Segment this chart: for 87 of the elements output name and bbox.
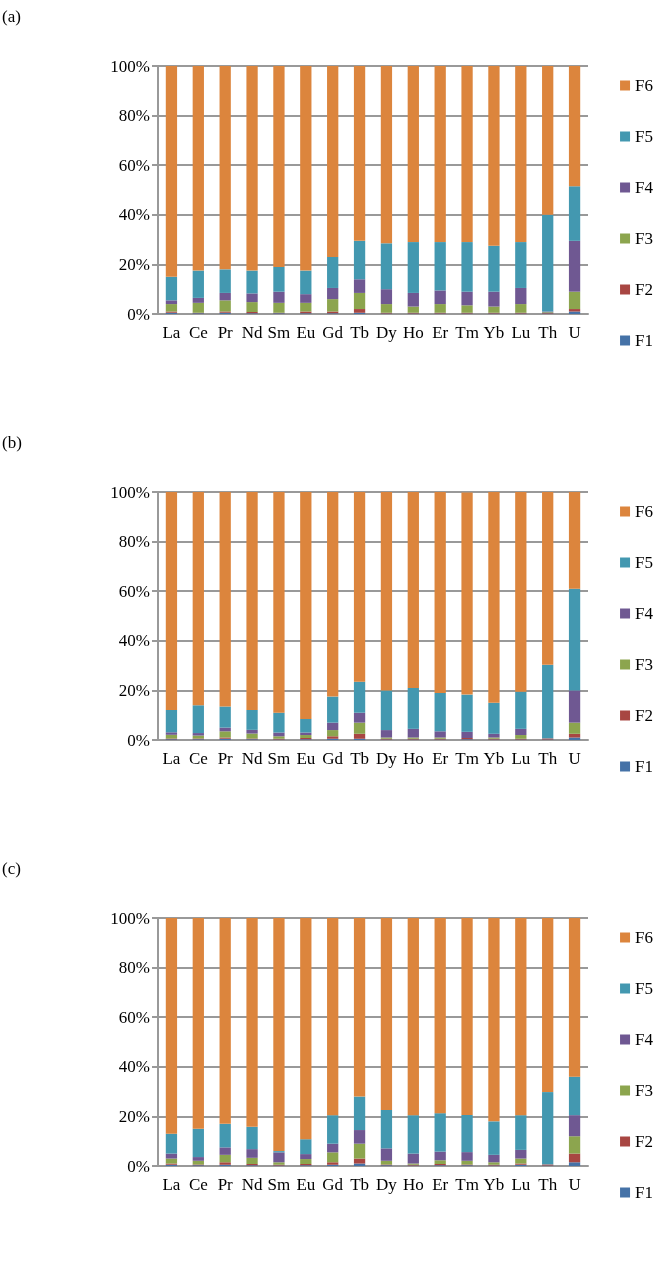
legend-label: F5 — [635, 553, 654, 572]
x-tick-label: Eu — [296, 749, 316, 768]
x-tick-label: Tb — [350, 323, 370, 342]
y-tick-label: 0% — [127, 1156, 150, 1176]
x-tick-label: Tb — [350, 1175, 370, 1194]
x-tick-label: Sm — [267, 323, 291, 342]
x-tick-label: Ho — [402, 323, 424, 342]
x-tick-label: Lu — [511, 749, 531, 768]
x-tick-label: Sm — [267, 749, 291, 768]
legend-label: F6 — [635, 502, 654, 521]
y-tick-label: 100% — [110, 482, 150, 502]
legend-label: F1 — [635, 331, 654, 350]
y-tick-label: 20% — [118, 680, 150, 700]
x-tick-label: Dy — [376, 1175, 398, 1194]
legend-label: F4 — [635, 1030, 654, 1049]
x-tick-label: Ho — [402, 1175, 424, 1194]
x-tick-label: Nd — [241, 749, 263, 768]
y-tick-label: 60% — [118, 1007, 150, 1027]
y-tick-label: 60% — [118, 155, 150, 175]
legend-label: F2 — [635, 1132, 654, 1151]
x-tick-label: Er — [432, 1175, 449, 1194]
x-tick-label: Dy — [376, 323, 398, 342]
x-tick-label: Ce — [188, 1175, 208, 1194]
x-tick-label: Eu — [296, 323, 316, 342]
x-tick-label: Er — [432, 323, 449, 342]
x-tick-label: Pr — [217, 323, 234, 342]
x-tick-label: Gd — [322, 323, 344, 342]
y-tick-label: 40% — [118, 1057, 150, 1077]
x-tick-label: Er — [432, 749, 449, 768]
y-tick-label: 100% — [110, 56, 150, 76]
x-tick-label: Yb — [483, 749, 505, 768]
legend-label: F3 — [635, 655, 654, 674]
x-tick-label: La — [162, 323, 181, 342]
text: (a) — [2, 7, 21, 26]
y-tick-label: 80% — [118, 958, 150, 978]
legend-label: F2 — [635, 706, 654, 725]
y-tick-label: 40% — [118, 631, 150, 651]
x-tick-label: Ce — [188, 749, 208, 768]
y-tick-label: 80% — [118, 106, 150, 126]
x-tick-label: La — [162, 1175, 181, 1194]
y-tick-label: 0% — [127, 730, 150, 750]
text: (b) — [2, 433, 22, 452]
x-tick-label: Pr — [217, 749, 234, 768]
legend-label: F4 — [635, 178, 654, 197]
x-tick-label: Nd — [241, 1175, 263, 1194]
x-tick-label: Pr — [217, 1175, 234, 1194]
x-tick-label: Th — [538, 323, 558, 342]
y-tick-label: 60% — [118, 581, 150, 601]
x-tick-label: Sm — [267, 1175, 291, 1194]
legend-label: F2 — [635, 280, 654, 299]
x-tick-label: Eu — [296, 1175, 316, 1194]
legend-label: F6 — [635, 928, 654, 947]
x-tick-label: Ce — [188, 323, 208, 342]
x-tick-label: Lu — [511, 1175, 531, 1194]
legend-label: F6 — [635, 76, 654, 95]
y-tick-label: 0% — [127, 304, 150, 324]
legend-label: F3 — [635, 229, 654, 248]
x-tick-label: U — [568, 1175, 581, 1194]
x-tick-label: Gd — [322, 749, 344, 768]
y-tick-label: 100% — [110, 908, 150, 928]
legend-label: F1 — [635, 757, 654, 776]
x-tick-label: Yb — [483, 1175, 505, 1194]
y-tick-label: 20% — [118, 1106, 150, 1126]
legend-label: F3 — [635, 1081, 654, 1100]
legend-label: F4 — [635, 604, 654, 623]
text: (c) — [2, 859, 21, 878]
x-tick-label: Tm — [455, 749, 479, 768]
x-tick-label: La — [162, 749, 181, 768]
x-tick-label: Gd — [322, 1175, 344, 1194]
x-tick-label: Th — [538, 1175, 558, 1194]
x-tick-label: U — [568, 749, 581, 768]
x-tick-label: Tm — [455, 323, 479, 342]
x-tick-label: Tm — [455, 1175, 479, 1194]
legend-label: F1 — [635, 1183, 654, 1202]
legend-label: F5 — [635, 979, 654, 998]
x-tick-label: Nd — [241, 323, 263, 342]
legend-label: F5 — [635, 127, 654, 146]
x-tick-label: Ho — [402, 749, 424, 768]
x-tick-label: Dy — [376, 749, 398, 768]
x-tick-label: Yb — [483, 323, 505, 342]
x-tick-label: Tb — [350, 749, 370, 768]
x-tick-label: Lu — [511, 323, 531, 342]
y-tick-label: 40% — [118, 205, 150, 225]
x-tick-label: Th — [538, 749, 558, 768]
y-tick-label: 20% — [118, 254, 150, 274]
x-tick-label: U — [568, 323, 581, 342]
y-tick-label: 80% — [118, 532, 150, 552]
